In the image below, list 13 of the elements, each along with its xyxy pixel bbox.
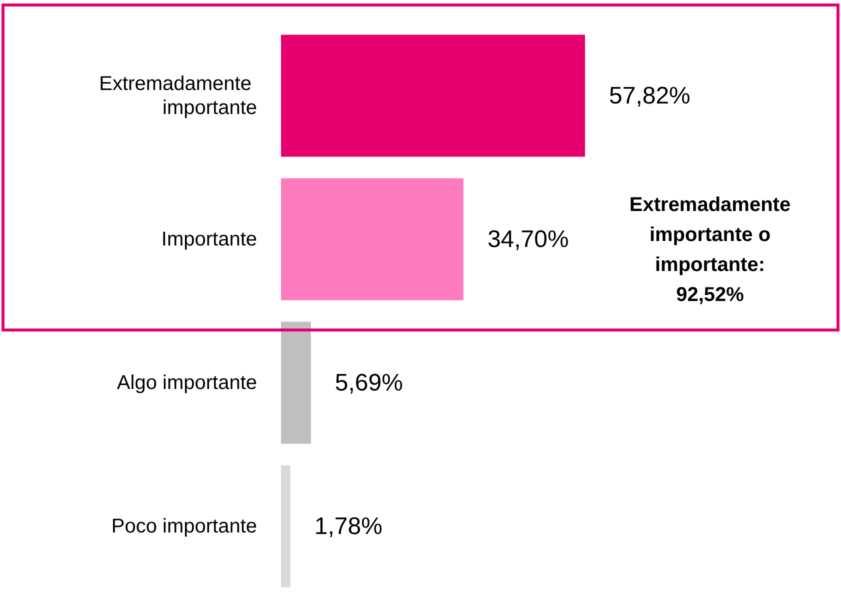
- data-label: 1,78%: [314, 512, 382, 540]
- y-tick-label: Poco importante: [111, 515, 257, 538]
- y-tick-label: Algo importante: [116, 372, 257, 394]
- data-label: 5,69%: [334, 369, 403, 396]
- bar: [281, 178, 464, 300]
- y-tick-label: Importante: [161, 228, 257, 250]
- bar: [281, 34, 585, 157]
- bar: [281, 322, 311, 444]
- bar: [281, 465, 290, 588]
- data-label: 34,70%: [487, 226, 569, 253]
- y-tick-label: Extremadamente importante: [99, 72, 257, 119]
- data-label: 57,82%: [609, 82, 690, 110]
- text: Extremadamente importante o importante: 92,52%: [629, 194, 791, 306]
